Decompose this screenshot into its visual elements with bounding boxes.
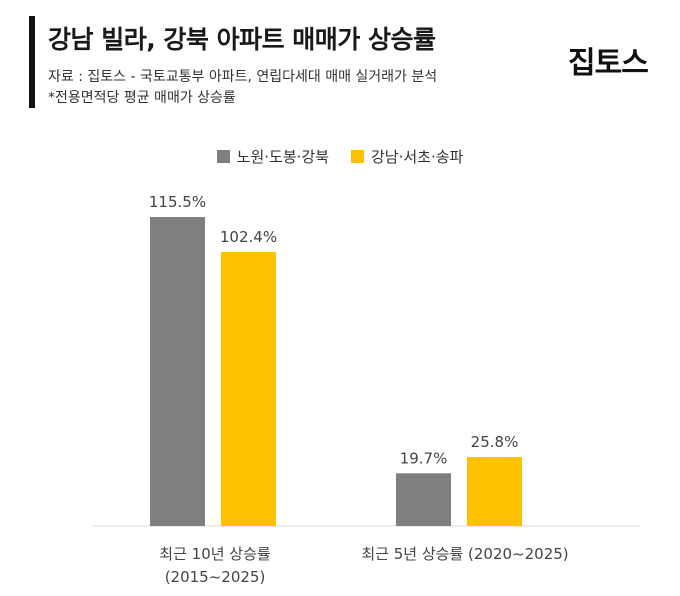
title-accent-bar — [29, 16, 35, 108]
chart-title: 강남 빌라, 강북 아파트 매매가 상승률 — [48, 25, 436, 54]
brand-logo: 집토스 — [568, 46, 649, 81]
data-label-series-1-category-2: 19.7% — [400, 449, 448, 467]
legend-swatch-series-1 — [216, 150, 230, 163]
footnote: *전용면적당 평균 매매가 상승률 — [48, 90, 236, 106]
bar-series-2-category-1 — [221, 252, 276, 526]
category-label-5y-line-1: 최근 5년 상승률 (2020~2025) — [361, 545, 569, 563]
legend-label-series-2: 강남·서초·송파 — [371, 148, 464, 166]
category-label-10y-line-2: (2015~2025) — [164, 568, 266, 586]
category-label-5y: 최근 5년 상승률 (2020~2025) — [330, 543, 600, 566]
bar-series-1-category-1 — [150, 217, 205, 526]
bar-series-1-category-2 — [396, 473, 451, 526]
legend-swatch-series-2 — [351, 150, 364, 163]
chart-legend: 노원·도봉·강북 강남·서초·송파 — [0, 146, 680, 167]
legend-item-series-1: 노원·도봉·강북 — [216, 146, 329, 167]
legend-label-series-1: 노원·도봉·강북 — [236, 148, 329, 166]
data-label-series-2-category-2: 25.8% — [471, 433, 519, 451]
data-label-series-2-category-1: 102.4% — [220, 228, 277, 246]
legend-item-series-2: 강남·서초·송파 — [351, 146, 463, 167]
category-label-10y-line-1: 최근 10년 상승률 — [159, 545, 271, 563]
bar-series-2-category-2 — [467, 456, 522, 526]
category-label-10y: 최근 10년 상승률 (2015~2025) — [110, 543, 320, 589]
source-note: 자료 : 집토스 - 국토교통부 아파트, 연립다세대 매매 실거래가 분석 — [48, 69, 438, 85]
data-label-series-1-category-1: 115.5% — [149, 193, 206, 211]
